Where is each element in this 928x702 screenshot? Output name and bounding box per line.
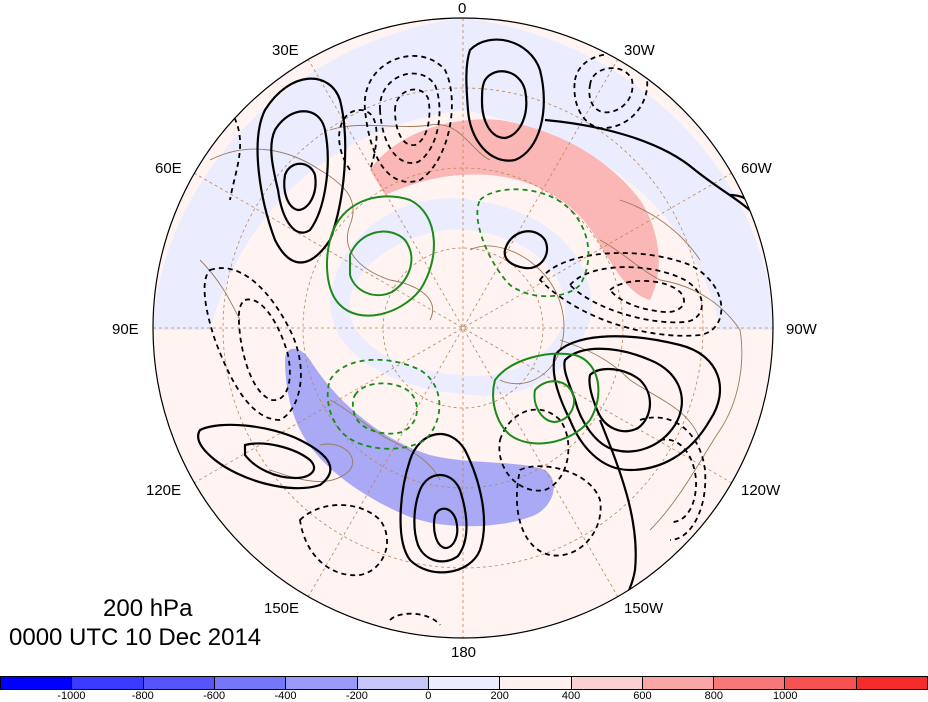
lon-label-150e: 150E: [264, 600, 300, 617]
colorbar-swatch: [856, 677, 928, 689]
colorbar-swatch: [357, 677, 429, 689]
colorbar-swatch: [214, 677, 287, 689]
lon-label-150w: 150W: [624, 600, 664, 617]
level-label: 200 hPa: [103, 595, 193, 622]
colorbar-tick-label: 0: [425, 690, 432, 702]
colorbar-tick-label: -1000: [57, 690, 86, 702]
colorbar-swatch: [571, 677, 643, 689]
lon-label-90w: 90W: [786, 321, 817, 338]
colorbar-swatch: [428, 677, 501, 689]
lon-label-180: 180: [451, 644, 477, 661]
colorbar-tick-label: -200: [345, 690, 368, 702]
colorbar-tick-label: 800: [704, 690, 724, 702]
colorbar-tick-label: -600: [203, 690, 226, 702]
colorbar-swatch: [642, 677, 715, 689]
colorbar-swatch: [714, 677, 786, 689]
colorbar-tick-label: -400: [274, 690, 297, 702]
lon-label-120e: 120E: [146, 482, 182, 499]
colorbar-swatch: [286, 677, 358, 689]
colorbar-swatch: [143, 677, 215, 689]
lon-label-30w: 30W: [624, 42, 655, 59]
colorbar-tick-label: 600: [633, 690, 652, 702]
shading-light-pink-lower: [210, 430, 730, 638]
colorbar-swatch: [785, 677, 857, 689]
shading-blue-band: [285, 348, 554, 527]
time-label: 0000 UTC 10 Dec 2014: [9, 624, 262, 651]
lon-label-60e: 60E: [155, 160, 182, 177]
colorbar-swatch: [1, 677, 73, 689]
lon-label-60w: 60W: [741, 160, 772, 177]
lon-label-30e: 30E: [272, 42, 299, 59]
lon-label-0: 0: [458, 0, 467, 17]
colorbar-tick-label: 400: [561, 690, 581, 702]
colorbar-swatch: [500, 677, 572, 689]
shading-light-blue-north: [153, 18, 773, 330]
map-boundary: [152, 17, 774, 639]
lon-label-120w: 120W: [741, 482, 781, 499]
shading-light-pink-band: [349, 229, 566, 376]
colorbar-swatch: [72, 677, 144, 689]
colorbar-tick-label: -800: [131, 690, 154, 702]
colorbar: [0, 676, 928, 690]
lon-label-90e: 90E: [112, 321, 139, 338]
shading-pink-band: [370, 119, 659, 300]
colorbar-tick-label: 200: [490, 690, 509, 702]
colorbar-tick-label: 1000: [772, 690, 798, 702]
